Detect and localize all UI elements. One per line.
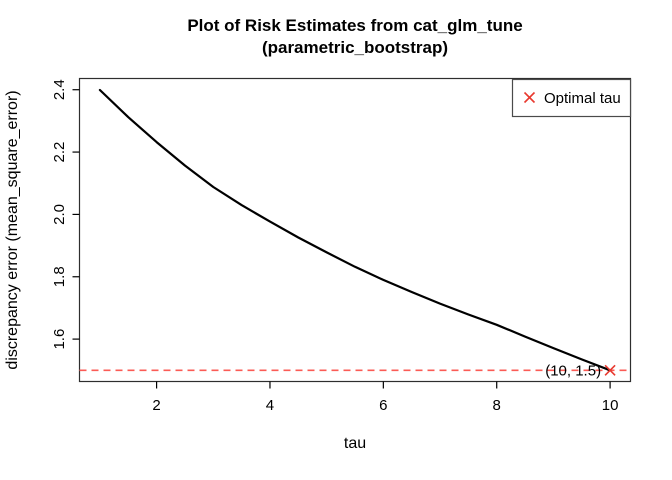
x-tick-label: 8: [493, 397, 501, 414]
y-tick-label: 2.0: [51, 204, 68, 225]
plot-title-line1: Plot of Risk Estimates from cat_glm_tune: [187, 16, 522, 35]
y-tick-label: 2.2: [51, 142, 68, 163]
y-tick-label: 2.4: [51, 79, 68, 100]
optimal-point-annotation: (10, 1.5): [545, 362, 601, 379]
x-tick-label: 2: [152, 397, 160, 414]
legend: Optimal tau: [511, 78, 632, 118]
x-axis-label: tau: [344, 435, 366, 452]
plot-box: [78, 77, 632, 383]
x-tick-label: 4: [266, 397, 274, 414]
x-tick-label: 6: [379, 397, 387, 414]
x-tick-label: 10: [602, 397, 619, 414]
y-tick-label: 1.8: [51, 266, 68, 287]
y-axis-ticks: 1.6 1.8 2.0 2.2 2.4: [51, 79, 80, 350]
legend-label: Optimal tau: [544, 90, 621, 107]
x-marker-stroke: [523, 91, 536, 104]
legend-box: [511, 78, 632, 118]
x-axis-ticks: 2 4 6 8 10: [152, 381, 619, 414]
x-marker-stroke: [604, 364, 616, 376]
y-axis-label: discrepancy error (mean_square_error): [4, 90, 21, 369]
plot-title-line2: (parametric_bootstrap): [262, 38, 448, 57]
risk-estimate-curve: [98, 88, 612, 372]
y-tick-label: 1.6: [51, 329, 68, 350]
optimal-tau-x-marker: [604, 364, 616, 376]
legend-x-icon: [523, 91, 536, 104]
